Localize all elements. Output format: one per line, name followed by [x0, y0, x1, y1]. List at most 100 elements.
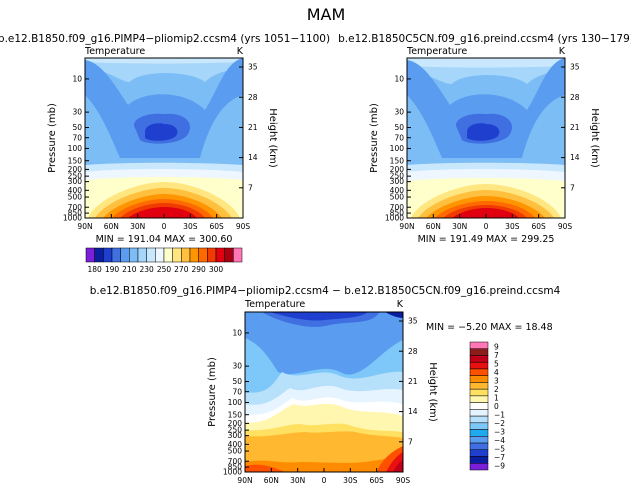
- panel-3-contours: [245, 312, 403, 472]
- y-tick-label: 850: [228, 463, 243, 472]
- y-tick-label: 700: [228, 457, 243, 466]
- colorbar-label: 230: [140, 265, 155, 274]
- panel-2-contours: [407, 58, 565, 218]
- height-tick-label: 28: [408, 347, 418, 356]
- colorbar-label: 270: [174, 265, 189, 274]
- colorbar-label: −5: [494, 445, 505, 454]
- colorbar-label: 0: [494, 402, 499, 411]
- colorbar-swatch: [94, 247, 104, 263]
- y-tick-label: 30: [232, 362, 242, 371]
- y-tick-label: 250: [68, 172, 83, 181]
- colorbar-label: 210: [122, 265, 137, 274]
- contour-band: [245, 464, 285, 472]
- colorbar-swatch: [469, 375, 489, 383]
- x-tick-label: 0: [484, 222, 489, 231]
- contour-band: [85, 58, 243, 64]
- colorbar-swatch: [111, 247, 121, 263]
- panel-1-ylabel: Pressure (mb): [47, 103, 58, 173]
- x-tick-label: 60S: [532, 222, 547, 231]
- colorbar-swatch: [469, 368, 489, 376]
- x-tick-label: 0: [162, 222, 167, 231]
- x-tick-label: 30S: [505, 222, 520, 231]
- y-tick-label: 1000: [223, 468, 242, 477]
- contour-band: [467, 123, 500, 141]
- contour-band: [407, 58, 565, 68]
- y-tick-label: 10: [72, 75, 82, 84]
- x-tick-label: 90N: [399, 222, 414, 231]
- colorbar-swatch: [181, 247, 191, 263]
- panel-3-units-label: K: [397, 299, 404, 310]
- height-tick-label: 14: [408, 407, 418, 416]
- colorbar-swatch: [469, 422, 489, 430]
- contour-band: [407, 58, 565, 158]
- panel-1-units-label: K: [237, 46, 244, 57]
- contour-band: [85, 58, 243, 158]
- colorbar-label: 3: [494, 376, 499, 385]
- colorbar-label: −4: [494, 436, 505, 445]
- panel-2-subtitle: b.e12.B1850C5CN.f09_g16.preind.ccsm4 (yr…: [338, 33, 631, 45]
- y-tick-label: 70: [394, 133, 404, 142]
- height-tick-label: 7: [408, 437, 413, 446]
- panel-3-ylabel: Pressure (mb): [207, 357, 218, 427]
- contour-band: [128, 207, 197, 218]
- x-tick-label: 60S: [370, 476, 385, 485]
- colorbar-swatch: [103, 247, 113, 263]
- panel-3-variable-label: Temperature: [244, 299, 305, 310]
- panel-1-ylabel-right: Height (km): [267, 108, 278, 168]
- y-tick-label: 500: [390, 193, 405, 202]
- y-tick-label: 50: [394, 123, 404, 132]
- y-tick-label: 70: [72, 133, 82, 142]
- panel-3-min-max: MIN = −5.20 MAX = 18.48: [426, 322, 553, 333]
- colorbar-label: 9: [494, 342, 499, 351]
- colorbar-swatch: [120, 247, 130, 263]
- colorbar-swatch: [469, 463, 489, 471]
- contour-band: [299, 436, 345, 459]
- colorbar-swatch: [469, 361, 489, 370]
- y-tick-label: 1000: [63, 214, 82, 223]
- panel-3-ylabel-right: Height (km): [427, 362, 438, 422]
- y-tick-label: 70: [232, 387, 242, 396]
- colorbar-swatch: [469, 388, 489, 397]
- colorbar-swatch: [224, 247, 234, 263]
- colorbar-swatch: [172, 247, 182, 263]
- contour-band: [85, 58, 243, 82]
- y-tick-label: 200: [68, 165, 83, 174]
- colorbar-label: 290: [192, 265, 207, 274]
- colorbar-swatch: [233, 247, 243, 263]
- x-tick-label: 90S: [558, 222, 573, 231]
- x-tick-label: 90N: [77, 222, 92, 231]
- panel-3-axes: 90N 60N 30N 0 30S 60S 90S103050701001502002503…: [223, 317, 418, 485]
- panel-2-variable-label: Temperature: [406, 46, 467, 57]
- panel-2-axes: 90N 60N 30N 0 30S 60S 90S103050701001502002503…: [385, 63, 580, 231]
- colorbar-swatch: [469, 382, 489, 390]
- contour-band: [393, 460, 403, 472]
- colorbar-swatch: [469, 415, 489, 424]
- height-tick-label: 14: [570, 153, 580, 162]
- x-tick-label: 0: [322, 476, 327, 485]
- colorbar-swatch: [215, 247, 225, 263]
- x-tick-label: 90N: [237, 476, 252, 485]
- y-tick-label: 400: [68, 186, 83, 195]
- colorbar-swatch: [469, 442, 489, 451]
- colorbar-swatch: [469, 456, 489, 464]
- x-tick-label: 30S: [343, 476, 358, 485]
- colorbar-swatch: [469, 395, 489, 403]
- colorbar-label: −1: [494, 411, 505, 420]
- colorbar-swatch: [146, 247, 156, 263]
- y-tick-label: 50: [232, 377, 242, 386]
- colorbar-label: −3: [494, 428, 505, 437]
- x-tick-label: 30N: [452, 222, 467, 231]
- y-tick-label: 250: [390, 172, 405, 181]
- y-tick-label: 150: [228, 410, 243, 419]
- y-tick-label: 100: [390, 144, 405, 153]
- panel-1-contours: [85, 58, 243, 218]
- colorbar-swatch: [469, 348, 489, 356]
- y-tick-label: 500: [228, 447, 243, 456]
- y-tick-label: 100: [228, 398, 243, 407]
- colorbar-label: 180: [88, 265, 103, 274]
- colorbar-swatch: [85, 247, 95, 263]
- y-tick-label: 150: [390, 156, 405, 165]
- height-tick-label: 28: [248, 93, 258, 102]
- contour-band: [245, 455, 403, 472]
